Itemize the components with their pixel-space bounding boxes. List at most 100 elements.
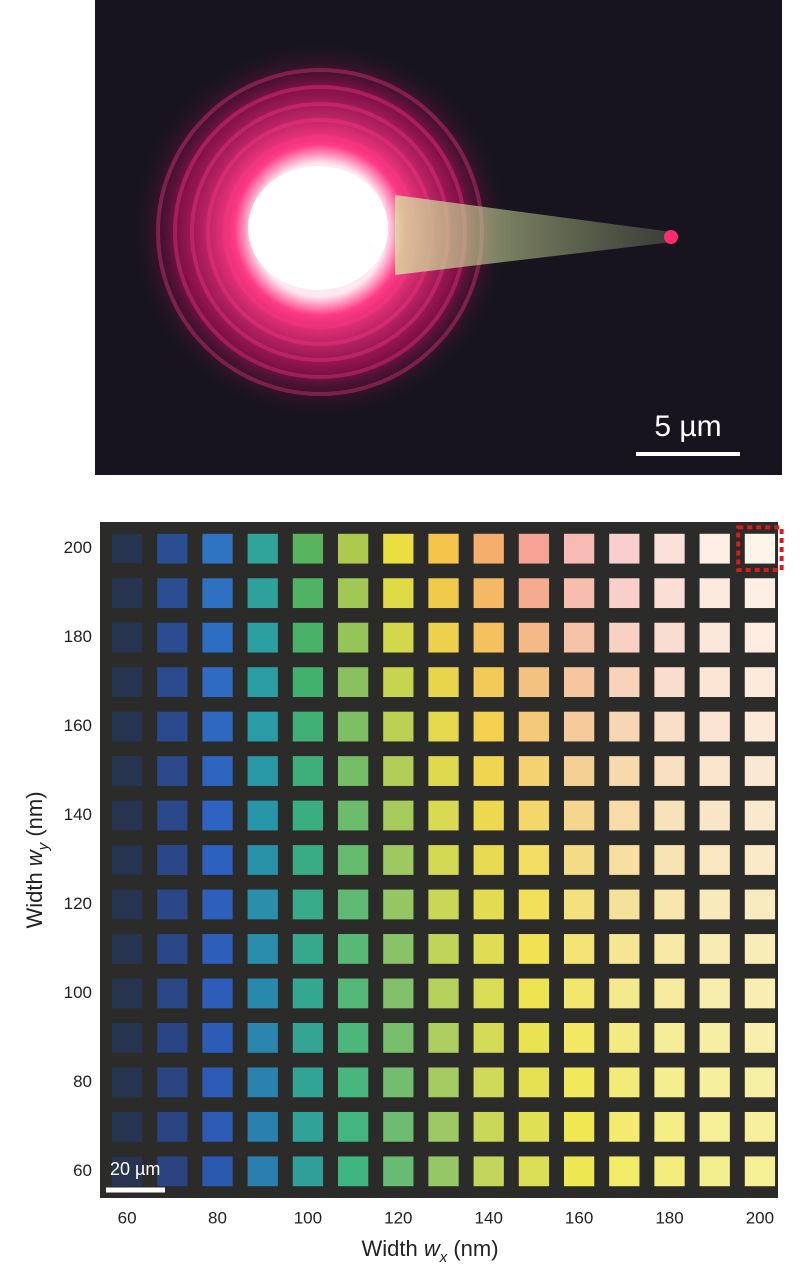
x-tick-label: 200	[746, 1208, 774, 1227]
color-square	[518, 622, 550, 653]
color-square	[473, 934, 504, 964]
color-square	[563, 1022, 595, 1053]
beam	[395, 195, 672, 275]
y-tick-label: 140	[64, 805, 92, 824]
color-square	[247, 1111, 278, 1142]
color-square	[428, 756, 459, 786]
color-square	[247, 934, 278, 964]
color-square	[157, 1022, 188, 1053]
color-square	[111, 533, 143, 564]
color-square	[247, 800, 278, 831]
color-square	[428, 1067, 459, 1098]
color-square	[157, 1067, 188, 1098]
color-square	[428, 934, 459, 964]
highlight-box	[736, 525, 784, 573]
color-square	[337, 978, 369, 1009]
color-square	[292, 934, 324, 964]
color-square	[609, 711, 640, 742]
color-square	[428, 711, 459, 742]
color-square	[473, 800, 504, 831]
color-square	[654, 1022, 685, 1053]
color-square	[473, 1022, 504, 1053]
color-square	[654, 711, 685, 742]
x-axis-label-part: x	[439, 1249, 448, 1266]
color-square	[202, 622, 233, 653]
color-square	[609, 756, 640, 786]
color-square	[563, 845, 595, 875]
color-square	[202, 889, 233, 920]
color-square	[654, 667, 685, 698]
color-square	[247, 889, 278, 920]
color-square	[654, 1156, 685, 1187]
color-square	[157, 845, 188, 875]
color-square	[563, 578, 595, 609]
color-square	[744, 978, 776, 1009]
color-square	[428, 889, 459, 920]
color-square	[699, 756, 730, 786]
color-square	[157, 667, 188, 698]
color-square	[337, 667, 369, 698]
color-square	[337, 1111, 369, 1142]
color-square	[609, 578, 640, 609]
color-square	[428, 622, 459, 653]
color-square	[609, 934, 640, 964]
color-square	[518, 667, 550, 698]
color-square	[518, 756, 550, 786]
color-square	[699, 578, 730, 609]
color-square	[157, 1156, 188, 1187]
color-square	[609, 1156, 640, 1187]
color-square	[292, 1067, 324, 1098]
color-square	[563, 756, 595, 786]
color-square	[428, 845, 459, 875]
color-square	[609, 533, 640, 564]
x-axis-label-part: w	[424, 1236, 442, 1261]
color-square	[518, 578, 550, 609]
color-square	[609, 845, 640, 875]
color-square	[202, 978, 233, 1009]
color-square	[563, 934, 595, 964]
color-square	[609, 1111, 640, 1142]
x-axis-label-part: Width	[361, 1236, 423, 1261]
color-square	[111, 1022, 143, 1053]
color-square	[337, 756, 369, 786]
color-square	[383, 1156, 414, 1187]
color-square	[699, 667, 730, 698]
color-square	[292, 756, 324, 786]
color-square	[699, 1067, 730, 1098]
color-square	[699, 889, 730, 920]
color-square	[111, 800, 143, 831]
color-square	[563, 800, 595, 831]
color-square	[383, 622, 414, 653]
color-square	[383, 756, 414, 786]
color-square	[337, 1156, 369, 1187]
color-square	[292, 1111, 324, 1142]
color-square	[247, 1022, 278, 1053]
color-square	[292, 1022, 324, 1053]
color-square	[111, 756, 143, 786]
color-square	[744, 622, 776, 653]
color-square	[563, 1067, 595, 1098]
color-square	[744, 889, 776, 920]
color-square	[609, 667, 640, 698]
color-square	[744, 578, 776, 609]
color-square	[383, 845, 414, 875]
x-tick-label: 160	[565, 1208, 593, 1227]
y-tick-label: 100	[64, 983, 92, 1002]
color-square	[473, 1067, 504, 1098]
color-square	[202, 800, 233, 831]
y-tick-label: 60	[73, 1161, 92, 1180]
color-square	[383, 1067, 414, 1098]
color-square	[202, 578, 233, 609]
color-square	[337, 934, 369, 964]
scale-bar-label: 20 µm	[110, 1159, 160, 1179]
y-tick-label: 200	[64, 538, 92, 557]
color-square	[247, 1067, 278, 1098]
color-square	[337, 1022, 369, 1053]
color-square	[699, 622, 730, 653]
color-square	[744, 1022, 776, 1053]
color-square	[111, 1111, 143, 1142]
color-square	[428, 1156, 459, 1187]
color-square	[654, 1111, 685, 1142]
y-axis-label-part: y	[35, 841, 52, 851]
